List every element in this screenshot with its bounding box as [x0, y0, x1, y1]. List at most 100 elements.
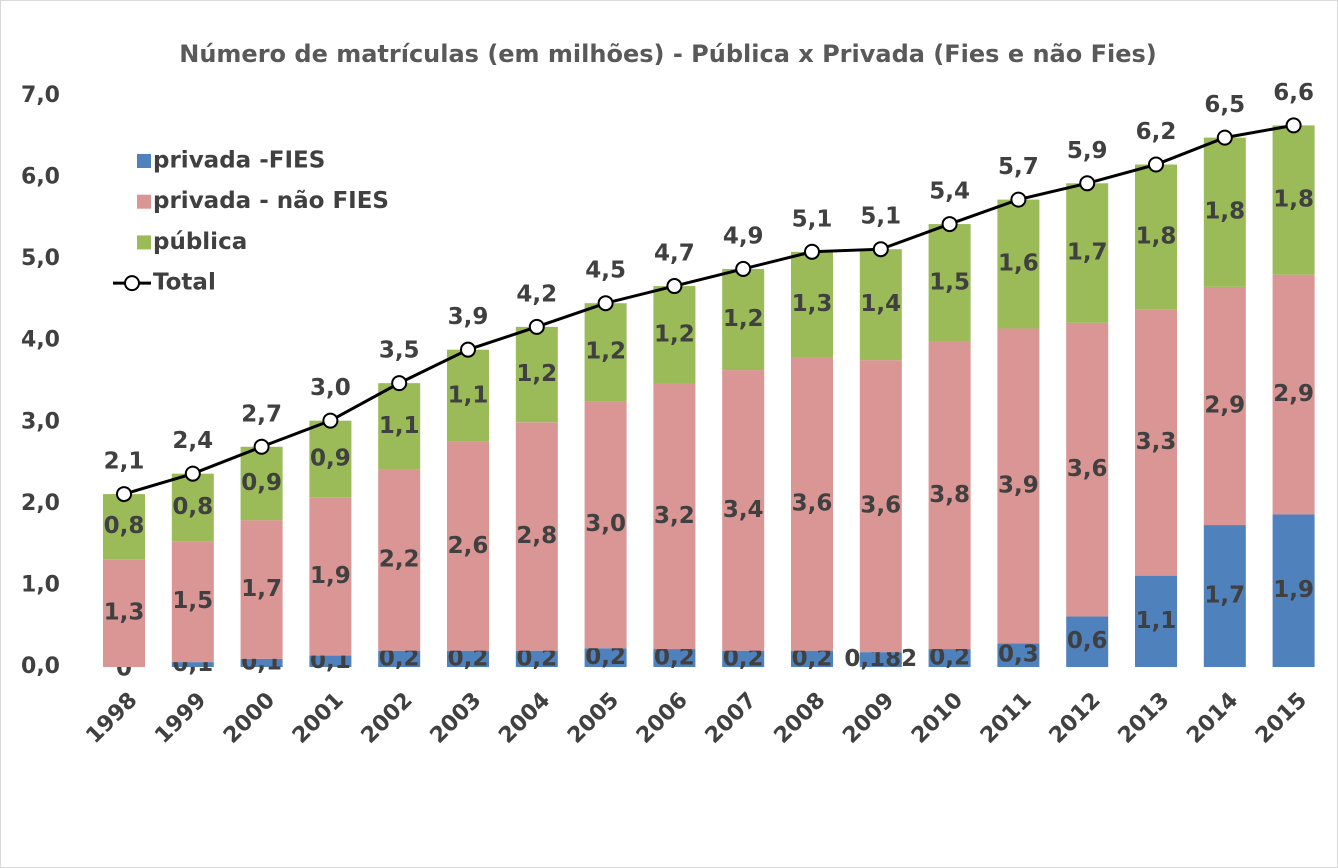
data-label: 5,9 [1067, 138, 1108, 164]
bar-segment [515, 650, 558, 667]
data-label: 3,6 [792, 490, 833, 516]
data-label: 6,2 [1136, 119, 1177, 145]
data-label: 3,9 [998, 472, 1039, 498]
y-tick-label: 1,0 [21, 572, 60, 597]
bar-segment [859, 360, 902, 653]
bar-segment [447, 441, 489, 651]
bar-segment [584, 648, 627, 667]
bar-segment [584, 303, 627, 402]
bar-segment [1135, 164, 1177, 310]
data-label: 5,7 [998, 154, 1039, 180]
bar-segment [1066, 183, 1109, 323]
data-label: 3,0 [310, 375, 351, 401]
bar-segment [1135, 575, 1177, 667]
bar-segment [791, 251, 833, 358]
data-label: 1,8 [1204, 199, 1245, 225]
data-label: 1,2 [654, 322, 695, 348]
data-label: 0,8 [104, 513, 145, 539]
bar-segment [515, 326, 558, 423]
bar-segment [515, 422, 558, 651]
data-label: 1,9 [1273, 577, 1314, 603]
data-label: 3,3 [1136, 429, 1177, 455]
bar-segment [791, 357, 833, 651]
data-label: 2,4 [172, 428, 213, 454]
bar-segment [859, 249, 902, 361]
bar-segment [997, 328, 1040, 644]
total-marker [1010, 191, 1027, 208]
data-label: 1,7 [241, 576, 282, 602]
data-label: 3,5 [379, 338, 420, 364]
bar-segment [653, 649, 696, 667]
data-label: 3,2 [654, 503, 695, 529]
bar-segment [378, 650, 421, 667]
bar-segment [653, 383, 696, 650]
data-label: 1,1 [448, 382, 489, 408]
data-label: 1,1 [379, 413, 420, 439]
total-line [123, 123, 1294, 496]
data-label: 1,2 [723, 306, 764, 332]
data-label: 0,8 [172, 494, 213, 520]
total-marker [1079, 175, 1096, 192]
data-label: 1,1 [1136, 608, 1177, 634]
data-label: 1,9 [310, 563, 351, 589]
bar-segment [447, 349, 489, 442]
data-label: 4,9 [723, 223, 764, 249]
bar-segment [171, 473, 214, 542]
data-label: 1,2 [516, 361, 557, 387]
bar-segment [584, 401, 627, 649]
data-label: 1,3 [104, 600, 145, 626]
total-marker [666, 278, 683, 295]
bar-segment [240, 520, 283, 659]
data-label: 3,4 [723, 497, 764, 523]
total-marker [253, 438, 270, 455]
data-label: 1,5 [929, 269, 970, 295]
total-marker [735, 260, 752, 277]
bar-segment [1272, 514, 1315, 667]
data-label: 1,7 [1204, 583, 1245, 609]
legend-marker [124, 275, 140, 292]
data-label: 2,6 [448, 533, 489, 559]
total-marker [941, 216, 958, 233]
legend-swatch [137, 235, 151, 250]
bar-segment [722, 370, 765, 651]
data-label: 2,9 [1273, 381, 1314, 407]
bar-segment [240, 658, 283, 667]
data-label: 2,7 [241, 401, 282, 427]
y-tick-label: 0,0 [21, 654, 60, 679]
bar-segment [928, 649, 971, 667]
bar-segment [997, 199, 1040, 329]
y-tick-label: 4,0 [21, 328, 60, 353]
bar-segment [997, 643, 1040, 667]
data-label: 1,3 [792, 291, 833, 317]
data-label: 5,4 [929, 179, 970, 205]
total-marker [804, 243, 820, 260]
total-marker [597, 295, 614, 312]
bar-segment [653, 286, 696, 384]
total-marker [528, 318, 545, 335]
data-label: 3,9 [448, 304, 489, 330]
bar-segment [928, 341, 971, 650]
bar-segment [240, 446, 283, 521]
data-label: 2,2 [379, 547, 420, 573]
bar-segment [1066, 616, 1109, 667]
data-label: 2,8 [516, 523, 557, 549]
data-label: 3,6 [1067, 456, 1108, 482]
legend-label: privada -FIES [153, 148, 325, 174]
bar-segment [1135, 309, 1177, 576]
bar-segment [378, 469, 421, 651]
legend-label: Total [153, 270, 216, 296]
data-label: 3,6 [860, 493, 901, 519]
total-marker [1285, 117, 1302, 134]
data-label: 1,8 [1273, 187, 1314, 213]
legend-label: pública [153, 229, 247, 255]
data-label: 4,7 [654, 241, 695, 267]
data-label: 0,2 [585, 644, 626, 670]
data-label: 1,2 [585, 339, 626, 365]
total-marker [1216, 129, 1233, 146]
data-label: 5,1 [792, 206, 833, 232]
legend-label: privada - não FIES [153, 188, 389, 214]
y-tick-label: 3,0 [21, 409, 60, 434]
bar-segment [309, 497, 352, 656]
